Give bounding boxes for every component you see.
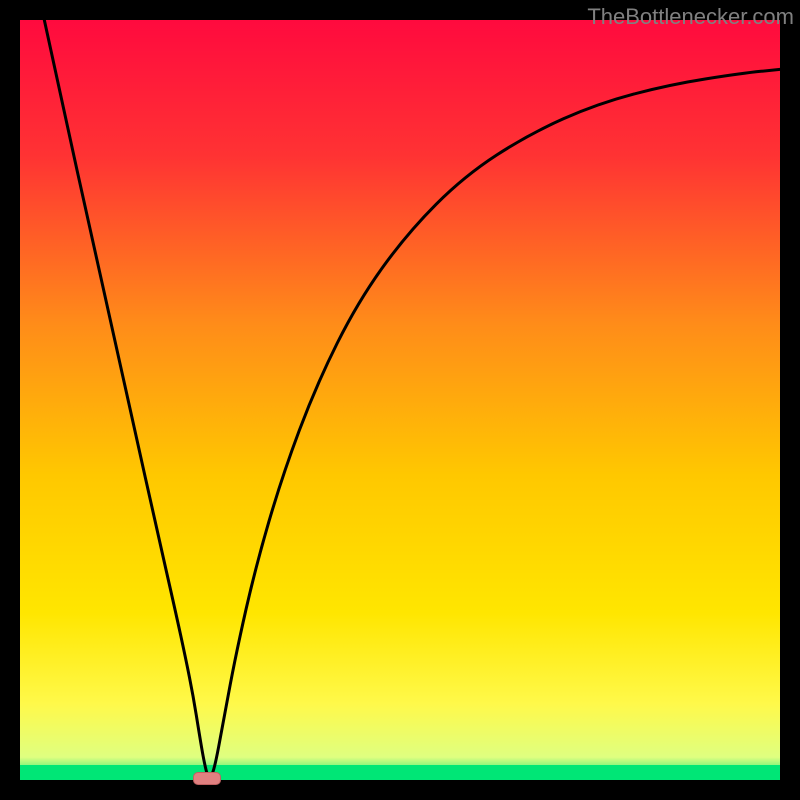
chart-container: TheBottlenecker.com bbox=[0, 0, 800, 800]
optimum-marker bbox=[193, 772, 221, 785]
bottleneck-curve bbox=[20, 20, 780, 780]
plot-area bbox=[20, 20, 780, 780]
watermark-text: TheBottlenecker.com bbox=[587, 4, 794, 30]
curve-path bbox=[44, 20, 780, 777]
